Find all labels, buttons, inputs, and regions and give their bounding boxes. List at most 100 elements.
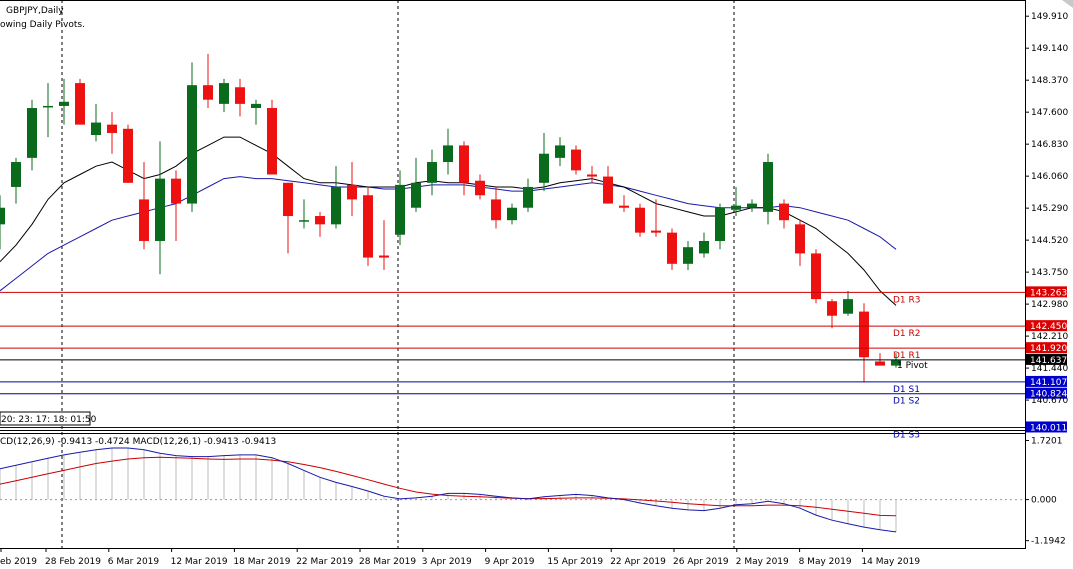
pivot-price-badge-text: 140.824 — [1030, 390, 1067, 400]
time-tick-label: 18 Mar 2019 — [233, 557, 290, 567]
candle-body — [363, 195, 373, 258]
candle-body — [459, 145, 469, 183]
candle-body — [571, 149, 581, 171]
candle-body — [699, 240, 709, 254]
candle-body — [203, 85, 213, 100]
macd-tick-label: 1.7201 — [1031, 436, 1063, 446]
candle-body — [683, 247, 693, 264]
candle-body — [219, 83, 229, 104]
time-tick-label: 8 May 2019 — [799, 557, 852, 567]
candle-body — [91, 122, 101, 136]
candle-body — [427, 162, 437, 183]
price-axis: 149.910 149.140 148.370 147.600 146.830 146.0… — [1025, 12, 1068, 406]
candle-body — [555, 145, 565, 158]
macd-signal-line — [0, 456, 897, 517]
candle-body — [395, 184, 405, 235]
time-tick-label: 15 Apr 2019 — [547, 557, 603, 567]
time-tick-label: 14 May 2019 — [861, 557, 920, 567]
candle-body — [315, 216, 325, 225]
candle-body — [779, 203, 789, 221]
moving-averages — [0, 136, 897, 306]
candle-body — [859, 311, 869, 358]
macd-label: CD(12,26,9) -0.9413 -0.4724 MACD(12,26,1… — [0, 437, 276, 447]
candle-body — [235, 87, 245, 104]
price-tick-label: 148.370 — [1031, 76, 1068, 86]
pivot-price-badge-text: 141.920 — [1030, 344, 1067, 354]
candle-body — [523, 186, 533, 208]
pivot-label: D1 R2 — [893, 329, 921, 339]
candle-body — [43, 105, 53, 108]
time-tick-label: 9 Apr 2019 — [485, 557, 535, 567]
pivot-price-badge-text: 140.011 — [1030, 423, 1067, 433]
candles — [0, 54, 901, 383]
pivot-label: 1 Pivot — [897, 361, 928, 371]
pivot-price-badge-text: 141.107 — [1030, 378, 1067, 388]
candle-body — [843, 299, 853, 314]
candle-body — [283, 182, 293, 217]
candle-body — [875, 361, 885, 366]
time-tick-label: 26 Apr 2019 — [673, 557, 729, 567]
ma-fast-line — [0, 136, 897, 306]
candle-body — [827, 301, 837, 316]
price-tick-label: 142.980 — [1031, 300, 1068, 310]
pivot-price-badge — [1026, 387, 1067, 399]
time-tick-label: 28 Feb 2019 — [45, 557, 101, 567]
pivot-label: D1 R3 — [893, 295, 921, 305]
ma-slow-line — [0, 176, 897, 292]
pivot-price-badge-text: 143.263 — [1030, 288, 1067, 298]
candle-body — [411, 182, 421, 208]
candle-body — [187, 85, 197, 204]
candle-body — [139, 199, 149, 241]
candle-body — [331, 186, 341, 225]
macd-tick-label: -1.1942 — [1031, 537, 1066, 547]
time-tick-label: 22 Mar 2019 — [296, 557, 353, 567]
pivot-price-badge — [1026, 320, 1067, 332]
clock-readout: 20: 23: 17: 18: 01:50 — [1, 415, 97, 425]
macd-tick-label: 0.000 — [1031, 496, 1057, 506]
time-axis: eb 2019 28 Feb 2019 6 Mar 2019 12 Mar 2019 1… — [0, 548, 920, 567]
candle-body — [491, 199, 501, 221]
candle-body — [747, 203, 757, 208]
price-tick-label: 146.830 — [1031, 140, 1068, 150]
candle-body — [507, 207, 517, 221]
pivot-price-badge-text: 141.637 — [1030, 356, 1067, 366]
candle-body — [59, 101, 69, 106]
candle-body — [891, 360, 901, 366]
pivot-price-badge — [1026, 421, 1067, 433]
candle-body — [475, 180, 485, 196]
candle-body — [715, 207, 725, 241]
clock-box — [0, 411, 91, 426]
price-tick-label: 142.210 — [1031, 332, 1068, 342]
chart-symbol-title: GBPJPY,Daily — [6, 6, 64, 16]
candle-body — [443, 145, 453, 163]
time-tick-label: 28 Mar 2019 — [359, 557, 416, 567]
candle-body — [347, 184, 357, 200]
candle-body — [763, 162, 773, 212]
macd-pane: 1.7201 0.000 -1.1942 — [0, 436, 1066, 547]
candle-body — [123, 128, 133, 183]
price-tick-label: 149.140 — [1031, 44, 1068, 54]
pivot-price-badge — [1026, 353, 1067, 365]
candle-body — [667, 232, 677, 264]
candle-body — [267, 108, 277, 175]
pivot-price-badge — [1026, 375, 1067, 387]
candle-body — [75, 83, 85, 125]
time-tick-label: 12 Mar 2019 — [171, 557, 228, 567]
price-tick-label: 149.910 — [1031, 12, 1068, 22]
price-tick-label: 143.750 — [1031, 268, 1068, 278]
pivot-label: D1 S2 — [893, 397, 920, 407]
time-tick-label: 3 Apr 2019 — [422, 557, 472, 567]
candle-body — [171, 178, 181, 204]
candle-body — [731, 205, 741, 210]
candle-body — [651, 230, 661, 233]
candle-body — [603, 176, 613, 204]
chart-subtitle: owing Daily Pivots. — [0, 20, 85, 30]
scroll-arrow-icon[interactable] — [1062, 0, 1073, 8]
candle-body — [11, 162, 21, 187]
time-tick-label: 2 May 2019 — [736, 557, 789, 567]
price-tick-label: 140.670 — [1031, 396, 1068, 406]
price-tick-label: 147.600 — [1031, 108, 1068, 118]
pivot-label: D1 S3 — [893, 430, 920, 440]
time-tick-label: eb 2019 — [0, 557, 37, 567]
